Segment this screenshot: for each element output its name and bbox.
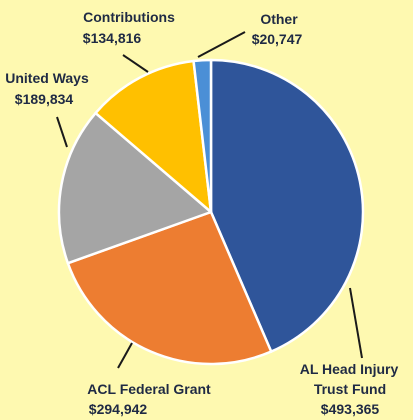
- slice-acl-federal-grant: [66, 210, 273, 366]
- value-united-ways: $189,834: [15, 91, 74, 107]
- label-united-ways: United Ways: [5, 70, 89, 86]
- value-acl-federal-grant: $294,942: [89, 401, 148, 417]
- leader-lines: [56, 31, 363, 369]
- slice-al-head-injury: [209, 58, 365, 353]
- leader-line-other: [197, 31, 246, 58]
- leader-line-acl: [117, 342, 133, 369]
- label-other: Other: [260, 11, 298, 27]
- label-contributions: Contributions: [83, 9, 175, 25]
- label-al-head-injury-line2: Trust Fund: [314, 381, 386, 397]
- slice-other: [192, 58, 213, 214]
- value-other: $20,747: [252, 31, 303, 47]
- value-contributions: $134,816: [83, 30, 142, 46]
- leader-line-contributions: [122, 54, 149, 73]
- leader-line-united-ways: [56, 116, 68, 148]
- slice-united-ways: [57, 111, 213, 265]
- leader-line-al-head: [349, 287, 363, 359]
- value-al-head-injury: $493,365: [321, 401, 380, 417]
- label-acl-federal-grant: ACL Federal Grant: [87, 381, 211, 397]
- pie-slices: [57, 58, 365, 366]
- slice-contributions: [94, 59, 213, 214]
- label-al-head-injury-line1: AL Head Injury: [300, 361, 399, 377]
